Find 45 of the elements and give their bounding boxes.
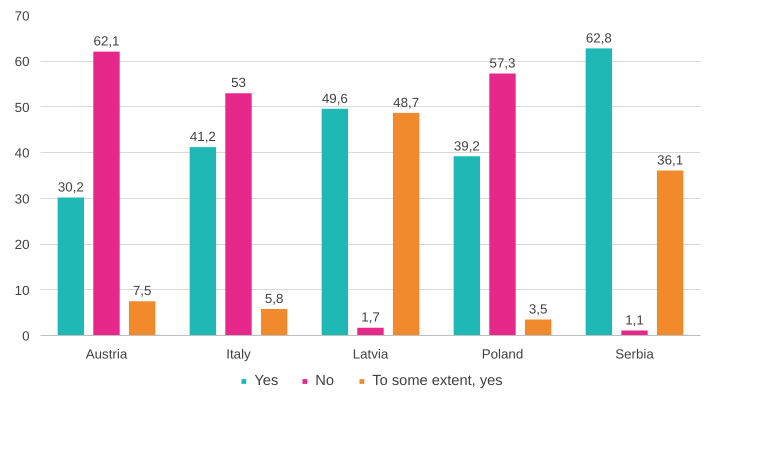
bar xyxy=(454,156,480,336)
data-label: 30,2 xyxy=(58,179,84,194)
y-tick-label: 20 xyxy=(14,237,30,252)
data-label: 49,6 xyxy=(322,90,348,106)
data-label: 57,3 xyxy=(490,56,516,71)
data-label: 7,5 xyxy=(132,283,152,298)
bar xyxy=(656,170,684,336)
y-tick-label: 60 xyxy=(14,54,30,70)
legend-label: No xyxy=(315,373,336,389)
x-tick-label: Italy xyxy=(226,346,252,362)
legend-label: To some extent, yes xyxy=(372,373,503,389)
data-label: 41,2 xyxy=(190,129,216,144)
bar xyxy=(586,48,612,336)
y-tick-label: 0 xyxy=(22,328,30,344)
bar xyxy=(93,52,120,336)
data-label: 48,7 xyxy=(393,94,420,110)
bar xyxy=(260,308,288,336)
data-label: 39,2 xyxy=(454,138,480,154)
data-label: 62,8 xyxy=(586,30,612,46)
data-label: 1,1 xyxy=(625,312,644,328)
y-tick-label: 40 xyxy=(14,146,30,161)
legend-label: Yes xyxy=(254,373,278,389)
bar xyxy=(357,328,384,336)
data-label: 3,5 xyxy=(528,302,548,316)
bar xyxy=(322,108,348,336)
data-label: 36,1 xyxy=(657,152,684,168)
x-tick-label: Latvia xyxy=(352,346,389,362)
data-label: 5,8 xyxy=(264,290,284,306)
y-tick-label: 10 xyxy=(14,282,30,298)
bar xyxy=(524,320,552,336)
y-tick-label: 50 xyxy=(14,100,30,115)
x-tick-label: Serbia xyxy=(615,346,654,362)
bar xyxy=(58,197,84,336)
data-label: 1,7 xyxy=(361,310,380,325)
x-tick-label: Poland xyxy=(482,346,524,362)
bar xyxy=(190,147,216,336)
bar xyxy=(225,93,252,336)
bar xyxy=(128,301,156,336)
y-tick-label: 30 xyxy=(14,191,30,206)
data-label: 62,1 xyxy=(94,34,120,49)
bar xyxy=(489,74,516,336)
data-label: 53 xyxy=(231,75,246,90)
bar xyxy=(392,112,420,336)
y-tick-label: 70 xyxy=(14,8,30,24)
x-tick-label: Austria xyxy=(86,346,128,362)
